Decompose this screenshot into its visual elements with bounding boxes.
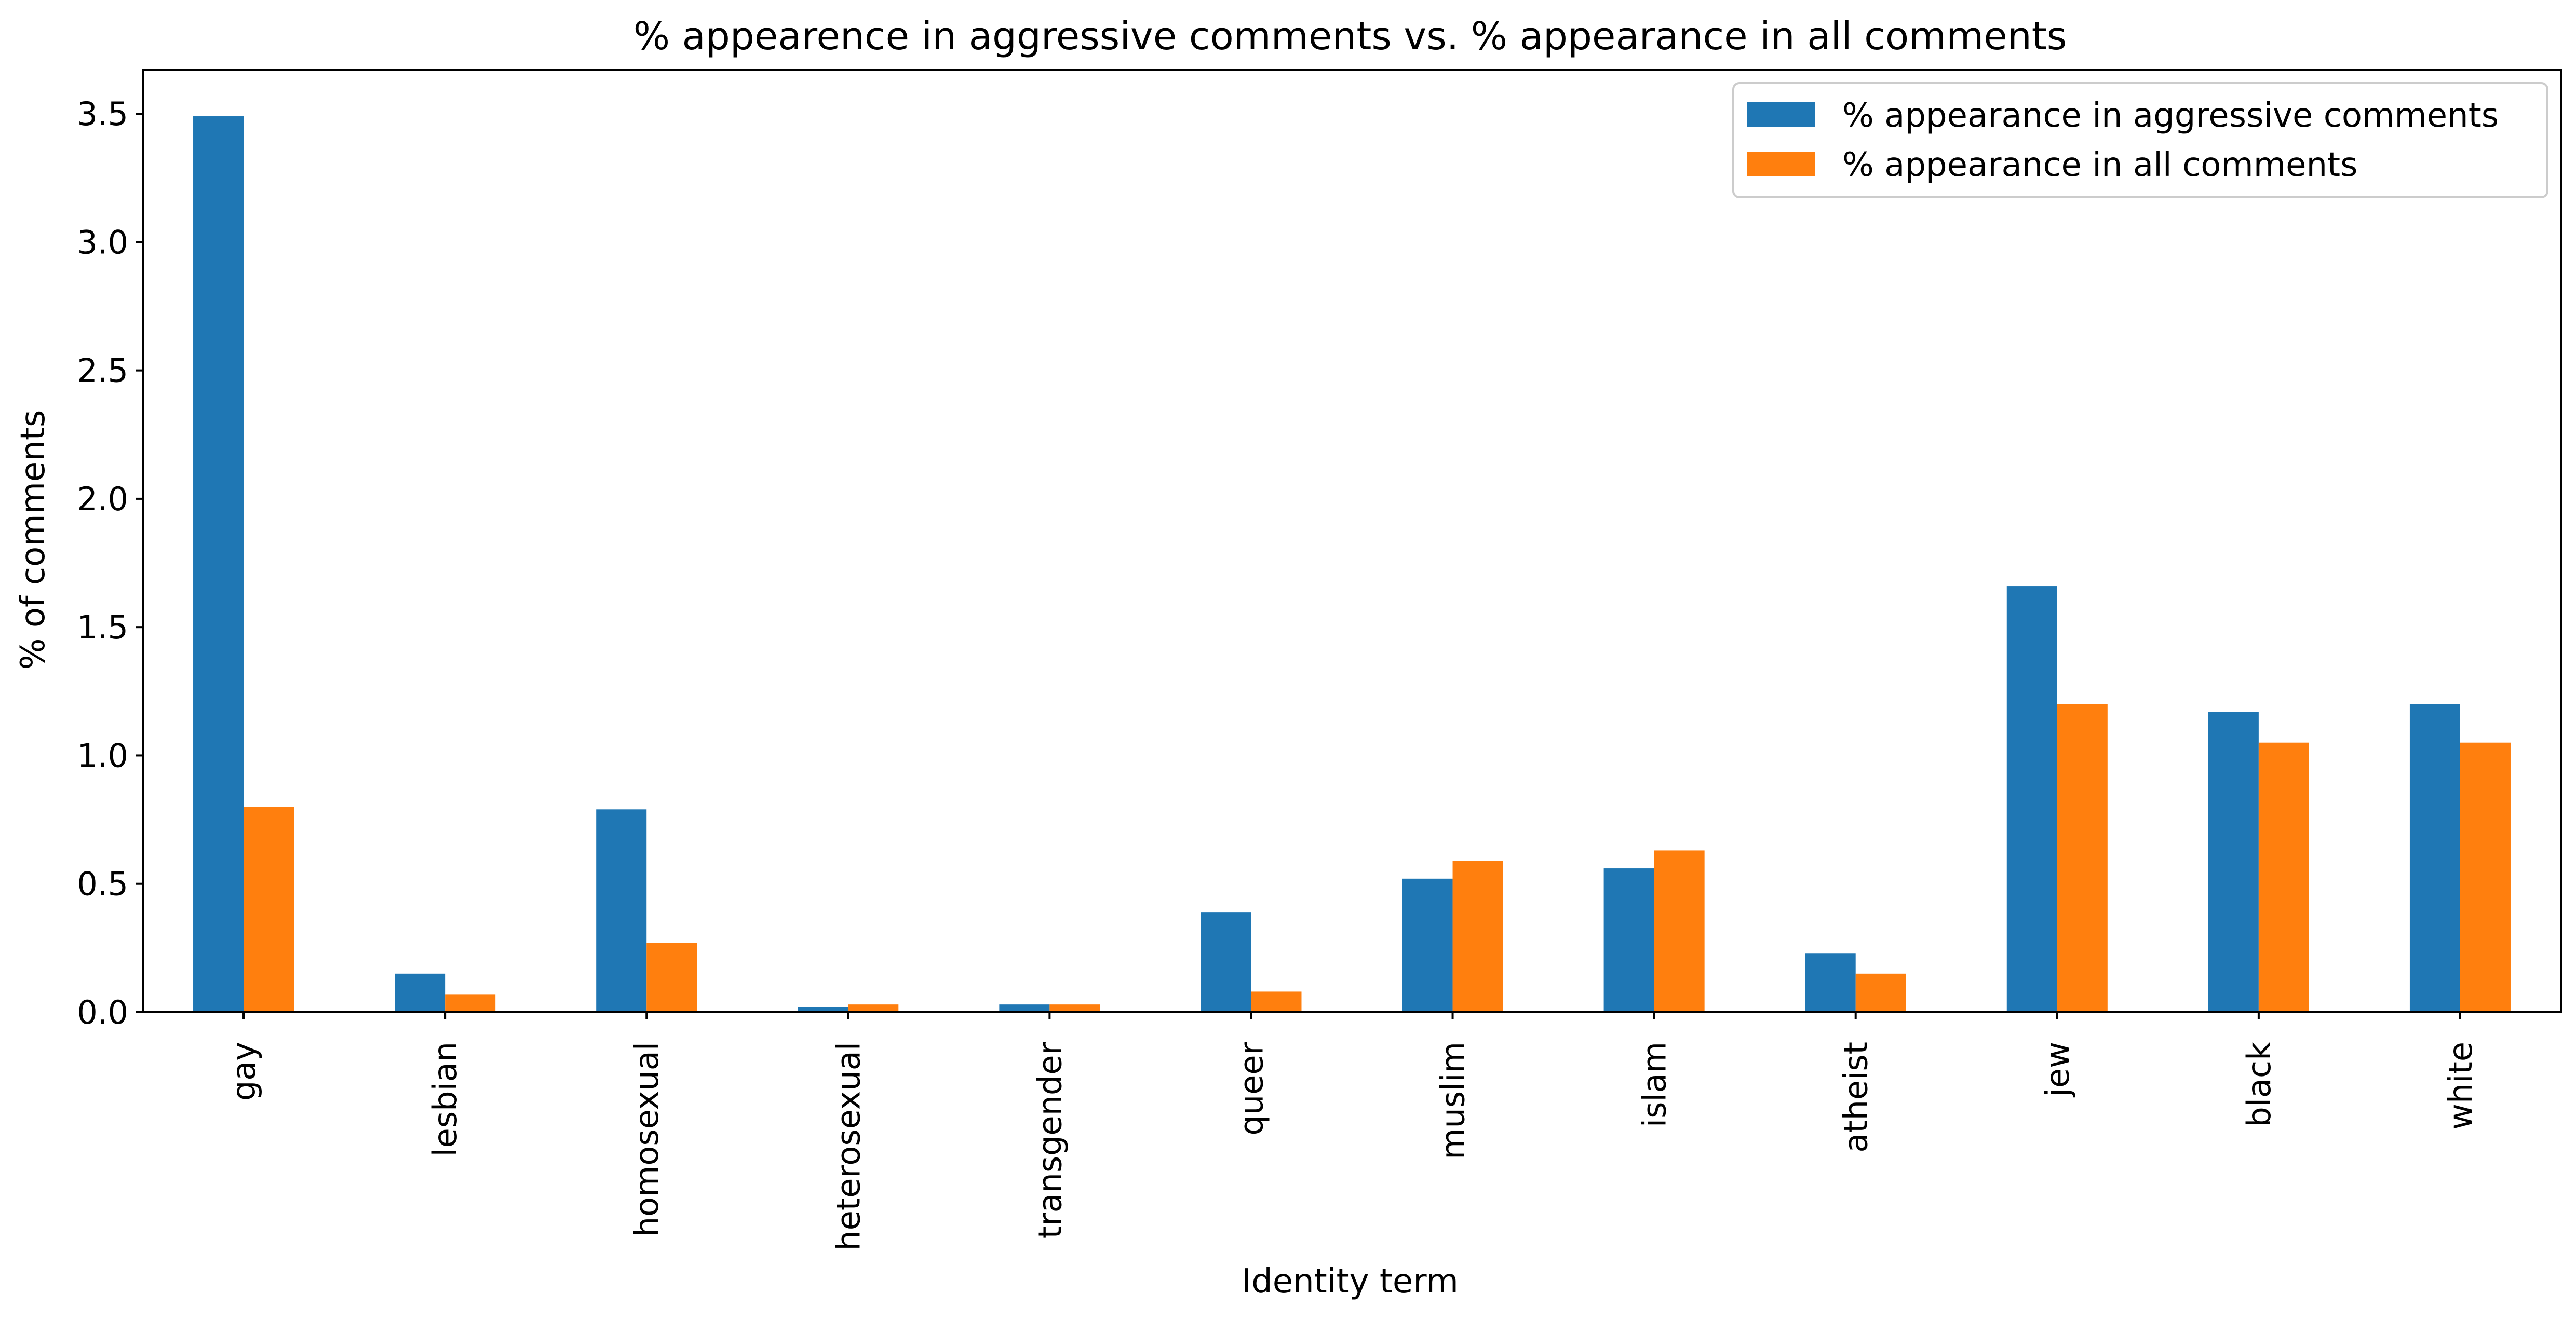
bar-lesbian-series-1 [445, 994, 496, 1012]
bar-atheist-series-1 [1855, 973, 1906, 1012]
bar-queer-series-0 [1201, 912, 1251, 1012]
bar-muslim-series-1 [1452, 861, 1503, 1012]
y-tick-label: 2.0 [77, 480, 128, 518]
x-tick-label-homosexual: homosexual [628, 1042, 666, 1237]
x-tick-label-lesbian: lesbian [426, 1042, 464, 1157]
bar-homosexual-series-0 [596, 809, 647, 1012]
legend-label-all: % appearance in all comments [1842, 146, 2357, 184]
y-tick-label: 0.5 [77, 865, 128, 903]
x-tick-label-transgender: transgender [1031, 1042, 1069, 1239]
y-tick-label: 3.0 [77, 223, 128, 261]
bar-white-series-1 [2460, 742, 2511, 1012]
y-tick-label: 1.5 [77, 608, 128, 646]
bar-jew-series-1 [2057, 704, 2108, 1012]
y-axis-ticks: 0.0 0.5 1.0 1.5 2.0 2.5 3.0 3.5 [77, 95, 143, 1031]
x-tick-label-jew: jew [2039, 1042, 2076, 1098]
bar-transgender-series-1 [1049, 1004, 1100, 1012]
x-axis-label: Identity term [1242, 1262, 1459, 1301]
y-tick-label: 1.0 [77, 737, 128, 774]
plot-frame [142, 69, 2562, 1013]
bar-gay-series-1 [244, 807, 294, 1012]
y-tick-label: 2.5 [77, 352, 128, 390]
legend: % appearance in aggressive comments % ap… [1732, 82, 2548, 198]
bar-heterosexual-series-1 [848, 1004, 899, 1012]
bar-black-series-1 [2258, 742, 2309, 1012]
bar-islam-series-1 [1654, 850, 1705, 1012]
x-axis-ticks: gay lesbian homosexual heterosexual transgen… [225, 1012, 2479, 1251]
x-tick-label-atheist: atheist [1837, 1042, 1875, 1153]
bars-layer [193, 116, 2511, 1012]
bar-lesbian-series-0 [395, 973, 446, 1012]
bar-transgender-series-0 [999, 1004, 1050, 1012]
legend-swatch-all [1747, 152, 1815, 176]
x-tick-label-heterosexual: heterosexual [829, 1042, 867, 1251]
bar-islam-series-0 [1603, 868, 1654, 1012]
x-tick-label-islam: islam [1636, 1042, 1674, 1127]
bar-white-series-0 [2409, 704, 2460, 1012]
bar-atheist-series-0 [1805, 953, 1856, 1012]
bar-homosexual-series-1 [646, 943, 697, 1012]
bar-heterosexual-series-0 [798, 1007, 848, 1012]
x-tick-label-muslim: muslim [1434, 1042, 1472, 1160]
y-tick-label: 0.0 [77, 993, 128, 1031]
y-axis-label: % of comments [14, 410, 52, 670]
x-tick-label-gay: gay [225, 1042, 263, 1101]
y-tick-label: 3.5 [77, 95, 128, 133]
x-tick-label-white: white [2442, 1042, 2479, 1130]
legend-swatch-aggressive [1747, 102, 1815, 127]
bar-gay-series-0 [193, 116, 244, 1012]
legend-box [1732, 82, 2548, 198]
chart-title: % appearence in aggressive comments vs. … [633, 14, 2067, 59]
bar-queer-series-1 [1251, 991, 1302, 1012]
bar-black-series-0 [2208, 712, 2259, 1012]
bar-muslim-series-0 [1402, 878, 1453, 1012]
bar-jew-series-0 [2006, 586, 2057, 1012]
x-tick-label-queer: queer [1232, 1041, 1270, 1135]
x-tick-label-black: black [2240, 1042, 2278, 1127]
legend-label-aggressive: % appearance in aggressive comments [1842, 97, 2499, 135]
